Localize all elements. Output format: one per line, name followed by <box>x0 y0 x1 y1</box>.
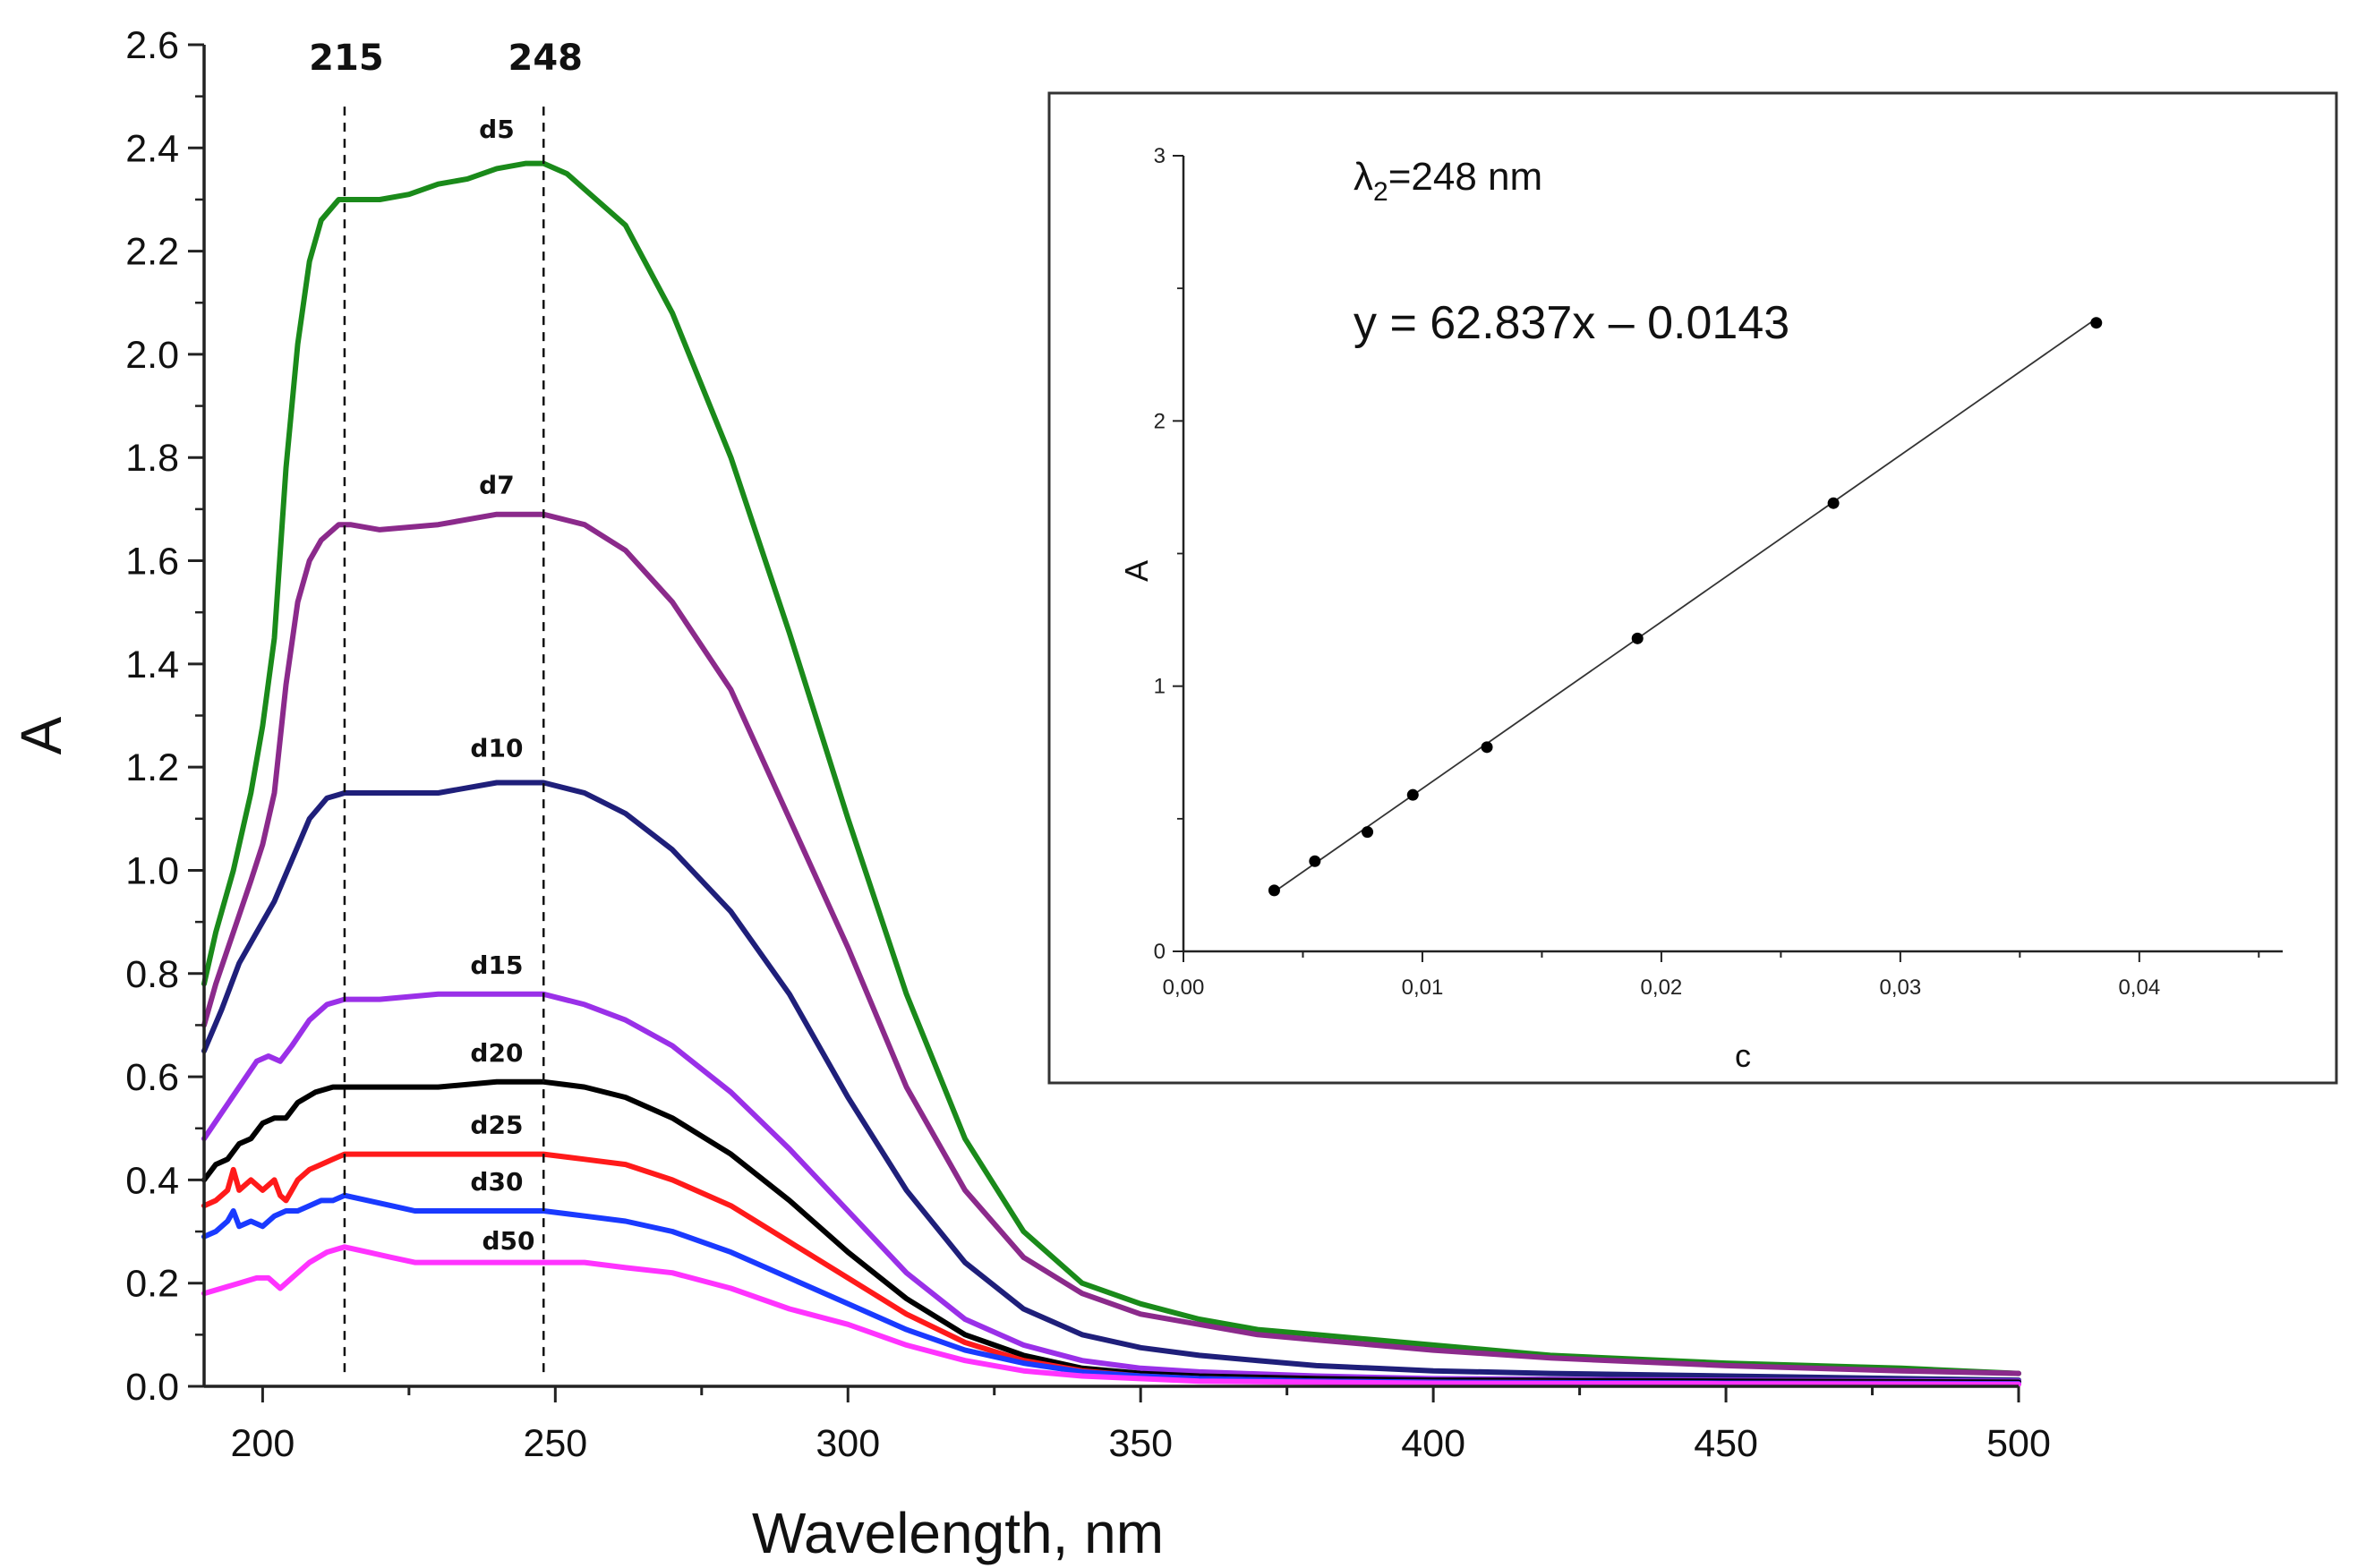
spectra-curves <box>201 160 2021 1387</box>
y-tick-label: 1.2 <box>125 746 179 789</box>
y-tick-label: 2.2 <box>125 231 179 274</box>
series-label-d5: d5 <box>479 115 515 144</box>
inset-y-tick-label: 2 <box>1154 409 1166 433</box>
inset-x-tick-label: 0,04 <box>2118 976 2160 1000</box>
x-tick-label: 350 <box>1108 1422 1173 1465</box>
y-tick-label: 1.0 <box>125 849 179 892</box>
series-label-d10: d10 <box>470 734 523 763</box>
peak-label-215: 215 <box>309 38 384 79</box>
series-label-d15: d15 <box>470 950 523 980</box>
main-ticks: 0.0 0.2 0.4 0.6 0.8 1.0 1.2 1.4 1.6 1.8 2.0 2.2 2.4 2… <box>125 24 2051 1465</box>
lambda-subscript: 2 <box>1373 177 1388 207</box>
inset-y-tick-label: 0 <box>1154 940 1166 964</box>
y-tick-label: 0.8 <box>125 953 179 996</box>
series-line-d5 <box>201 160 2021 1376</box>
series-line-d10 <box>201 780 2021 1384</box>
regression-equation: y = 62.837x – 0.0143 <box>1354 297 1789 349</box>
series-line-d50 <box>201 1244 2021 1387</box>
series-label-d25: d25 <box>470 1110 523 1139</box>
y-tick-label: 1.6 <box>125 541 179 584</box>
series-labels: d5 d7 d10 d15 d20 d25 d30 d50 <box>470 115 534 1256</box>
y-tick-label: 2.4 <box>125 127 179 170</box>
inset-x-tick-label: 0,01 <box>1402 976 1444 1000</box>
inset-x-tick-label: 0,03 <box>1880 976 1922 1000</box>
lambda-value: =248 nm <box>1388 155 1542 199</box>
series-line-d7 <box>201 511 2021 1376</box>
y-tick-label: 1.4 <box>125 643 179 686</box>
y-tick-label: 0.2 <box>125 1263 179 1306</box>
y-tick-label: 0.0 <box>125 1366 179 1409</box>
series-line-d30 <box>201 1192 2021 1387</box>
wavelength-annotation: λ2=248 nm <box>1354 155 1542 207</box>
y-tick-label: 0.4 <box>125 1159 179 1202</box>
inset-y-axis-title: A <box>1118 560 1155 582</box>
inset-x-axis-title: c <box>1735 1037 1751 1074</box>
inset-x-tick-label: 0,02 <box>1641 976 1683 1000</box>
calibration-point <box>1362 826 1374 839</box>
calibration-point <box>1631 632 1644 644</box>
main-spectra-plot: 215 248 0.0 0.2 0.4 0.6 0.8 1.0 1.2 1.4 1.6 1.8 2.0… <box>9 24 2051 1565</box>
calibration-point <box>1406 788 1419 801</box>
calibration-points <box>1268 317 2103 897</box>
inset-x-tick-label: 0,00 <box>1163 976 1205 1000</box>
calibration-point <box>1309 855 1321 867</box>
calibration-point <box>2090 317 2103 329</box>
series-line-d15 <box>201 991 2021 1385</box>
lambda-symbol: λ <box>1354 155 1373 199</box>
y-tick-label: 1.8 <box>125 437 179 480</box>
peak-label-248: 248 <box>508 38 583 79</box>
y-tick-label: 2.6 <box>125 24 179 67</box>
x-tick-label: 300 <box>816 1422 880 1465</box>
calibration-point <box>1827 497 1840 509</box>
x-tick-label: 500 <box>1986 1422 2051 1465</box>
x-tick-label: 400 <box>1401 1422 1465 1465</box>
y-tick-label: 0.6 <box>125 1056 179 1099</box>
calibration-point <box>1268 884 1280 897</box>
x-tick-label: 200 <box>231 1422 295 1465</box>
series-label-d50: d50 <box>483 1226 535 1256</box>
calibration-point <box>1481 741 1493 754</box>
inset-ticks: 0 1 2 3 0,00 0,01 0,02 0,03 0,04 <box>1154 144 2260 1000</box>
series-label-d20: d20 <box>470 1038 523 1068</box>
x-tick-label: 450 <box>1694 1422 1758 1465</box>
series-label-d7: d7 <box>479 471 515 500</box>
x-axis-title: Wavelength, nm <box>752 1501 1164 1565</box>
inset-y-tick-label: 1 <box>1154 675 1166 699</box>
reference-lines: 215 248 <box>309 38 583 1376</box>
y-tick-label: 2.0 <box>125 334 179 377</box>
inset-y-tick-label: 3 <box>1154 144 1166 168</box>
y-axis-title: A <box>9 716 73 754</box>
inset-frame <box>1047 91 2338 1085</box>
x-tick-label: 250 <box>523 1422 587 1465</box>
series-label-d30: d30 <box>470 1167 523 1197</box>
